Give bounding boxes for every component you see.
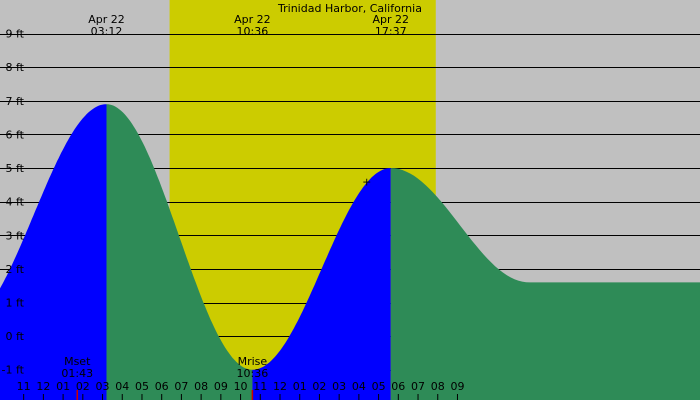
y-tick-label: 7 ft — [6, 95, 25, 108]
x-tick-label: 06 — [155, 380, 169, 393]
falling-tide-area — [390, 168, 700, 400]
y-tick-label: 5 ft — [6, 162, 25, 175]
y-tick-label: 1 ft — [6, 297, 25, 310]
tide-areas — [0, 104, 700, 400]
x-tick-label: 04 — [115, 380, 129, 393]
x-tick-label: 02 — [76, 380, 90, 393]
x-tick-label: 06 — [391, 380, 405, 393]
extreme-time-label: 03:12 — [91, 25, 123, 38]
extreme-date-label: Apr 22 — [234, 13, 271, 26]
x-tick-label: 05 — [135, 380, 149, 393]
y-tick-label: 3 ft — [6, 229, 25, 242]
x-tick-label: 10 — [234, 380, 248, 393]
falling-tide-area — [106, 104, 253, 400]
extreme-time-label: 10:36 — [237, 25, 269, 38]
moon-event-time: 10:36 — [237, 367, 269, 380]
y-tick-label: 9 ft — [6, 28, 25, 41]
chart-title: Trinidad Harbor, California — [277, 2, 422, 15]
x-tick-label: 01 — [56, 380, 70, 393]
x-tick-label: 08 — [194, 380, 208, 393]
x-tick-labels: 11 12 01 02 03 04 05 06 07 08 09 10 11 12 01 02 03 04 05 06… — [17, 380, 464, 400]
x-tick-label: 11 — [17, 380, 31, 393]
y-tick-label: 0 ft — [6, 330, 25, 343]
moon-event-label: Mrise — [238, 355, 268, 368]
x-tick-label: 02 — [312, 380, 326, 393]
current-time-marker: + — [362, 176, 371, 189]
x-tick-label: 05 — [372, 380, 386, 393]
x-tick-label: 12 — [273, 380, 287, 393]
y-tick-label: 4 ft — [6, 196, 25, 209]
x-tick-label: 08 — [431, 380, 445, 393]
x-tick-label: 12 — [36, 380, 50, 393]
extreme-time-label: 17:37 — [375, 25, 407, 38]
x-tick-label: 11 — [253, 380, 267, 393]
y-tick-label: 6 ft — [6, 128, 25, 141]
rising-tide-area — [0, 104, 107, 400]
x-tick-label: 07 — [174, 380, 188, 393]
extreme-date-label: Apr 22 — [372, 13, 409, 26]
extreme-date-label: Apr 22 — [88, 13, 125, 26]
x-tick-label: 09 — [214, 380, 228, 393]
x-tick-label: 01 — [293, 380, 307, 393]
y-tick-label: 2 ft — [6, 263, 25, 276]
x-tick-label: 09 — [450, 380, 464, 393]
x-tick-label: 04 — [352, 380, 366, 393]
moon-event-label: Mset — [64, 355, 91, 368]
y-tick-labels: 9 ft 8 ft 7 ft 6 ft 5 ft 4 ft 3 ft 2 ft 1 ft 0 ft… — [2, 28, 25, 377]
y-tick-label: 8 ft — [6, 61, 25, 74]
x-tick-label: 03 — [96, 380, 110, 393]
y-tick-label: -1 ft — [2, 364, 25, 377]
x-tick-label: 03 — [332, 380, 346, 393]
rising-tide-area — [252, 168, 391, 400]
x-tick-label: 07 — [411, 380, 425, 393]
moon-event-time: 01:43 — [61, 367, 93, 380]
